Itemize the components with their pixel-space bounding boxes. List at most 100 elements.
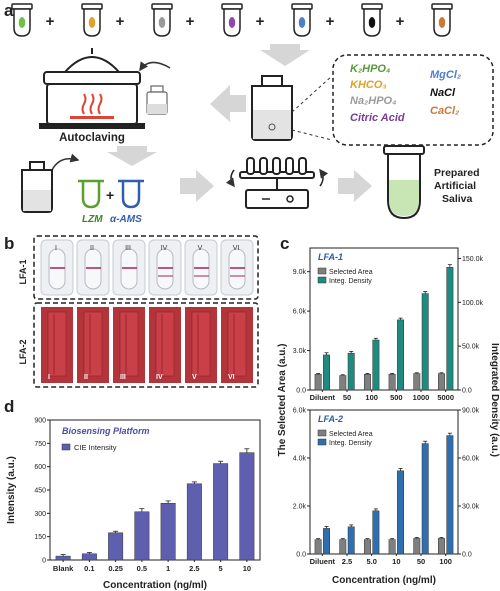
chemical-list: K₂HPO₄ KHCO₃ Na₂HPO₄ Citric Acid MgCl₂ NaCl Ca…: [350, 63, 461, 124]
reagent-drop-icon: [158, 17, 166, 28]
legend-label: CIE Intensity: [74, 443, 117, 452]
chart-c-top: 0.0 3.0k 6.0k 9.0k 0.0 50.0k 100.0k 150.0k Dilue…: [277, 247, 500, 457]
lfa2-strip-frame: [33, 302, 259, 388]
legend-swatch: [317, 276, 327, 284]
y-tick-label: 300: [34, 511, 46, 518]
y-tick-label: 4.0k: [293, 456, 307, 463]
lfa1-window: [228, 248, 246, 290]
lfa2-window: [155, 311, 175, 377]
chemical-label: MgCl₂: [430, 69, 461, 81]
autoclave-icon: [39, 48, 145, 129]
row-label-lfa1: LFA-1: [18, 259, 28, 284]
bar-cie-intensity: [108, 532, 124, 561]
lfa2-window: [83, 311, 103, 377]
x-tick-label: 5.0: [366, 557, 376, 566]
curved-arrow-icon: [51, 153, 80, 171]
bar-integ-density: [347, 352, 355, 391]
chart-c-bottom: 0.0 2.0k 4.0k 6.0k 0.0 30.0k 60.0k 90.0k Diluent…: [293, 408, 480, 587]
panel-b-letter: b: [4, 234, 14, 253]
product-label-line3: Saliva: [442, 193, 473, 205]
panel-d-letter: d: [4, 397, 14, 416]
y-axis-title: Intensity (a.u.): [6, 456, 17, 524]
x-tick-label: 10: [392, 557, 400, 566]
lfa2-window: [119, 311, 139, 377]
shaker-icon: [225, 157, 329, 209]
panel-a-letter: a: [4, 1, 14, 20]
lzm-label: LZM: [82, 214, 103, 225]
down-arrow-icon: [107, 146, 157, 166]
bar-integ-density: [372, 339, 380, 391]
y-tick-label: 600: [34, 464, 46, 471]
strip-label: V: [198, 245, 203, 252]
panel-a: a + + + + + + Autoclaving: [4, 1, 494, 225]
bar-cie-intensity: [239, 452, 255, 561]
x-tick-label: 2.5: [189, 564, 199, 573]
chart-panel-label: LFA-2: [318, 414, 343, 424]
small-bottle-icon: [146, 85, 168, 115]
strip-label: V: [192, 374, 197, 381]
y-tick-label: 3.0k: [293, 348, 307, 355]
y2-axis-title: Integrated Density (a.u.): [489, 343, 500, 457]
bar-integ-density: [323, 528, 330, 555]
x-tick-label: 5000: [437, 393, 454, 402]
y-tick-label: 0.0: [296, 388, 306, 395]
legend-swatch: [317, 267, 327, 275]
y2-tick-label: 60.0k: [462, 456, 480, 463]
x-tick-label: 500: [390, 393, 403, 402]
bar-selected-area: [314, 373, 322, 391]
bar-selected-area: [438, 538, 445, 555]
x-tick-label: 1: [166, 564, 170, 573]
plus-sign: +: [326, 13, 335, 30]
bar-selected-area: [339, 539, 347, 555]
x-tick-label: 0.1: [84, 564, 94, 573]
chemical-label: KHCO₃: [350, 79, 387, 91]
saliva-tube-icon: [383, 145, 425, 220]
legend-swatch: [317, 429, 327, 437]
bar-integ-density: [323, 354, 330, 391]
bar-selected-area: [364, 539, 371, 555]
x-tick-label: 10: [243, 564, 251, 573]
strip-label: III: [120, 374, 126, 381]
plot-frame: [309, 409, 459, 555]
zoom-line: [291, 75, 333, 113]
x-tick-label: 0.25: [108, 564, 123, 573]
reagent-drop-icon: [368, 17, 376, 28]
reagent-tube-row: + + + + + +: [11, 3, 453, 37]
bar-selected-area: [388, 539, 396, 555]
bar-cie-intensity: [134, 511, 150, 561]
curved-arrow-icon: [139, 61, 171, 72]
bar-cie-intensity: [186, 483, 202, 561]
chart-panel-label: LFA-1: [318, 252, 343, 262]
legend-swatch: [61, 443, 71, 451]
x-tick-label: Diluent: [310, 393, 336, 402]
bar-selected-area: [314, 539, 322, 555]
reagent-drop-icon: [18, 17, 26, 28]
bar-selected-area: [438, 373, 445, 391]
y-tick-label: 450: [34, 488, 46, 495]
bar-integ-density: [372, 510, 380, 555]
plus-sign: +: [396, 13, 405, 30]
bottle-icon: [21, 161, 53, 213]
x-tick-label: 2.5: [342, 557, 352, 566]
y-tick-label: 150: [34, 534, 46, 541]
chemical-label: K₂HPO₄: [350, 63, 390, 75]
bar-integ-density: [397, 319, 404, 391]
y2-tick-label: 90.0k: [462, 408, 480, 415]
lfa2-window: [47, 311, 67, 377]
plus-sign: +: [116, 13, 125, 30]
y-tick-label: 9.0k: [293, 269, 307, 276]
y-axis-title: The Selected Area (a.u.): [277, 344, 288, 457]
reagent-drop-icon: [298, 17, 306, 28]
x-tick-label: 5: [219, 564, 223, 573]
zoom-line: [291, 129, 333, 141]
reagent-drop-icon: [228, 17, 236, 28]
y-tick-label: 0: [42, 558, 46, 565]
lfa1-strip-frame: [33, 235, 259, 300]
strip-label: II: [84, 374, 88, 381]
y-tick-label: 750: [34, 441, 46, 448]
legend-label: Integ. Density: [329, 440, 372, 447]
chemical-label: Na₂HPO₄: [350, 95, 397, 107]
y-tick-label: 6.0k: [293, 309, 307, 316]
plus-sign: +: [46, 13, 55, 30]
legend-swatch: [317, 438, 327, 446]
